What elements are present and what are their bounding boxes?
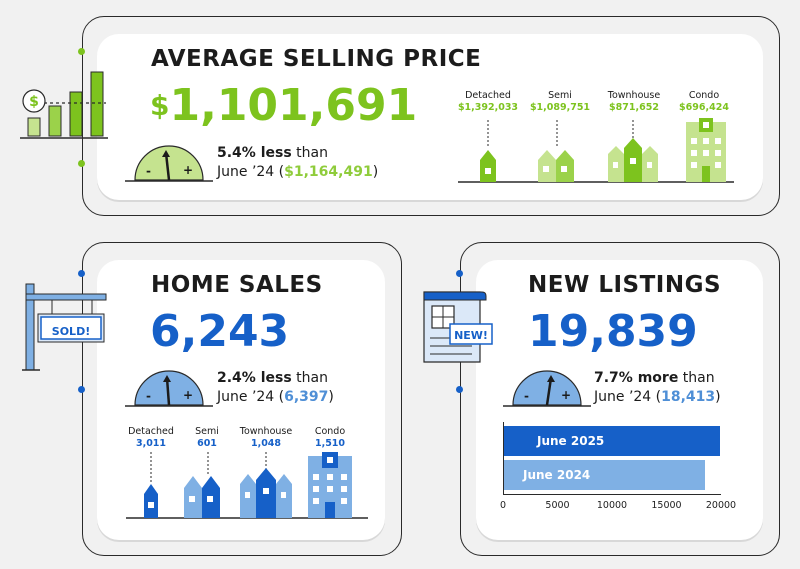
new-listing-icon <box>423 291 493 363</box>
change-amount: 2.4% less <box>217 370 292 386</box>
prior-label: June ’24 ( <box>594 389 662 405</box>
type-label-townhouse: Townhouse $871,652 <box>596 90 672 114</box>
sold-sign-icon <box>22 283 107 371</box>
dollar-sign: $ <box>150 89 170 122</box>
change-amount: 7.7% more <box>594 370 679 386</box>
type-label-semi: Semi $1,089,751 <box>522 90 598 114</box>
type-value: $696,424 <box>679 102 729 113</box>
gauge-icon <box>503 370 591 407</box>
selling-price-change: 5.4% less than June ’24 ($1,164,491) <box>217 144 378 182</box>
blue-houses-illustration <box>126 452 368 519</box>
semi-house-icon <box>184 476 220 518</box>
type-value: 1,048 <box>250 438 282 449</box>
sold-sign-text: SOLD! <box>51 325 91 338</box>
prior-label: June ’24 ( <box>217 164 285 180</box>
type-value: $1,392,033 <box>457 102 519 113</box>
chart-x-axis <box>503 494 721 495</box>
new-listings-value: 19,839 <box>528 306 698 357</box>
listings-bar-chart: June 2025 June 2024 0 5000 10000 15000 2… <box>500 422 736 516</box>
chart-dollar-icon: $ <box>20 71 108 139</box>
detached-house-icon <box>144 484 158 518</box>
prior-value: 18,413 <box>661 389 716 405</box>
type-label-condo: Condo $696,424 <box>666 90 742 114</box>
prior-value: $1,164,491 <box>284 164 373 180</box>
frame-dot <box>78 160 85 167</box>
type-value: $1,089,751 <box>529 102 591 113</box>
prior-label: June ’24 ( <box>217 389 285 405</box>
type-name: Semi <box>195 426 219 437</box>
type-label-townhouse: Townhouse 1,048 <box>233 426 299 450</box>
x-tick-label: 20000 <box>705 500 737 511</box>
home-sales-value: 6,243 <box>150 306 290 357</box>
home-sales-title: HOME SALES <box>151 272 323 298</box>
home-sales-frame <box>82 242 402 556</box>
frame-dot <box>456 270 463 277</box>
gauge-minus-label: - <box>146 164 151 178</box>
x-tick-label: 0 <box>499 500 507 511</box>
type-value: 601 <box>197 438 217 449</box>
gauge-icon <box>125 145 213 182</box>
gauge-plus-label: + <box>561 388 572 402</box>
semi-house-icon <box>538 150 574 182</box>
townhouse-icon <box>608 138 658 182</box>
type-name: Detached <box>465 90 511 101</box>
condo-icon <box>308 452 352 518</box>
change-text: than <box>291 370 328 386</box>
bar-june-2025 <box>504 426 720 456</box>
new-listings-frame <box>460 242 780 556</box>
frame-dot <box>78 270 85 277</box>
change-text: than <box>678 370 715 386</box>
type-value: 1,510 <box>314 438 346 449</box>
gauge-plus-label: + <box>183 388 194 402</box>
prior-value: 6,397 <box>284 389 329 405</box>
condo-icon <box>686 118 726 182</box>
prior-close: ) <box>372 164 379 180</box>
type-label-semi: Semi 601 <box>174 426 240 450</box>
type-value: 3,011 <box>135 438 167 449</box>
bar-label-june-2025: June 2025 <box>537 434 605 448</box>
type-label-condo: Condo 1,510 <box>297 426 363 450</box>
new-listings-title: NEW LISTINGS <box>528 272 722 298</box>
type-name: Townhouse <box>607 90 661 101</box>
bar-june-2024 <box>504 460 705 490</box>
type-label-detached: Detached 3,011 <box>118 426 184 450</box>
prior-close: ) <box>328 389 334 405</box>
x-tick-label: 15000 <box>651 500 682 511</box>
townhouse-icon <box>240 468 292 518</box>
selling-price-title: AVERAGE SELLING PRICE <box>151 46 482 72</box>
bar-label-june-2024: June 2024 <box>523 468 591 482</box>
type-name: Condo <box>688 90 720 101</box>
selling-price-number: 1,101,691 <box>169 80 418 131</box>
gauge-minus-label: - <box>524 389 529 403</box>
selling-price-value: $1,101,691 <box>150 80 417 132</box>
new-badge-text: NEW! <box>454 329 488 342</box>
type-name: Townhouse <box>239 426 293 437</box>
x-tick-label: 10000 <box>596 500 628 511</box>
change-amount: 5.4% less <box>217 145 292 161</box>
svg-text:$: $ <box>29 94 39 110</box>
frame-dot <box>78 48 85 55</box>
change-text: than <box>291 145 328 161</box>
type-value: $871,652 <box>609 102 659 113</box>
x-tick-label: 5000 <box>545 500 570 511</box>
detached-house-icon <box>480 150 496 182</box>
type-name: Semi <box>548 90 572 101</box>
gauge-icon <box>125 370 213 407</box>
type-name: Condo <box>314 426 346 437</box>
home-sales-change: 2.4% less than June ’24 (6,397) <box>217 369 334 407</box>
frame-dot <box>78 386 85 393</box>
type-name: Detached <box>128 426 174 437</box>
gauge-minus-label: - <box>146 389 151 403</box>
green-houses-illustration <box>458 118 734 183</box>
chart-y-axis <box>503 422 504 494</box>
prior-close: ) <box>715 389 721 405</box>
frame-dot <box>456 386 463 393</box>
gauge-plus-label: + <box>183 163 194 177</box>
type-label-detached: Detached $1,392,033 <box>450 90 526 114</box>
new-listings-change: 7.7% more than June ’24 (18,413) <box>594 369 721 407</box>
